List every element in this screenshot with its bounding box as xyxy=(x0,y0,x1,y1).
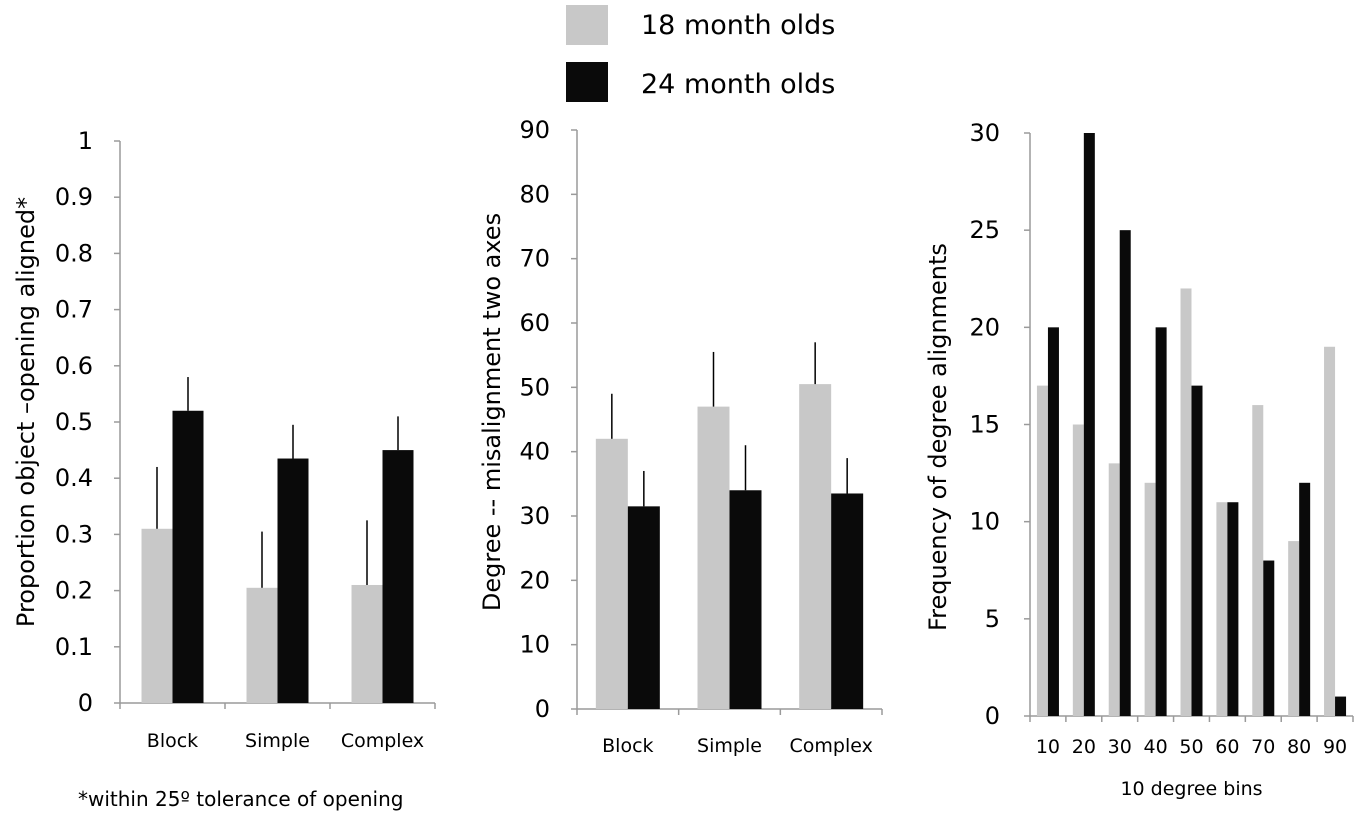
bar-18-months xyxy=(1144,482,1156,716)
x-tick-label: 60 xyxy=(1215,736,1239,758)
y-tick-label: 80 xyxy=(519,180,550,208)
y-axis-label: Frequency of degree alignments xyxy=(924,243,952,631)
x-tick-label: Complex xyxy=(341,730,424,752)
x-tick-label: Block xyxy=(602,735,653,757)
y-tick-label: 25 xyxy=(969,216,1000,244)
bar-24-months xyxy=(1299,482,1311,716)
bar-18-months xyxy=(1216,502,1228,716)
bar-18-months xyxy=(697,406,730,709)
bar-18-months xyxy=(351,584,383,703)
x-tick-label: 80 xyxy=(1287,736,1311,758)
bar-24-months xyxy=(277,458,309,703)
legend: 18 month olds 24 month olds xyxy=(566,5,835,102)
y-tick-label: 0.1 xyxy=(55,633,93,661)
x-tick-label: 70 xyxy=(1251,736,1275,758)
footnote: *within 25º tolerance of opening xyxy=(78,787,403,811)
y-tick-label: 5 xyxy=(985,605,1000,633)
legend-label-24-months: 24 month olds xyxy=(641,69,835,100)
charts-layer: 0 0.1 0.2 0.3 0.4 0.5 0.6 0.7 0.8 0.9 1 Proportion … xyxy=(12,116,1354,811)
y-tick-label: 10 xyxy=(969,508,1000,536)
y-tick-label: 0.3 xyxy=(55,520,93,548)
bar-18-months xyxy=(1180,288,1192,716)
y-tick-label: 1 xyxy=(78,127,93,155)
bar-24-months xyxy=(1191,385,1203,716)
bar-18-months xyxy=(1036,385,1048,716)
y-tick-label: 0.7 xyxy=(55,296,93,324)
y-tick-label: 50 xyxy=(519,373,550,401)
y-tick-label: 0 xyxy=(78,689,93,717)
y-tick-label: 0.9 xyxy=(55,183,93,211)
bar-18-months xyxy=(246,587,278,703)
bar-24-months xyxy=(627,506,660,709)
bar-24-months xyxy=(1083,133,1095,716)
y-tick-label: 90 xyxy=(519,116,550,144)
y-tick-label: 10 xyxy=(519,631,550,659)
x-tick-label: Simple xyxy=(245,730,310,752)
chart-1: 0 0.1 0.2 0.3 0.4 0.5 0.6 0.7 0.8 0.9 1 Proportion … xyxy=(12,127,436,811)
y-tick-label: 70 xyxy=(519,245,550,273)
y-tick-label: 30 xyxy=(519,502,550,530)
x-tick-label: 90 xyxy=(1323,736,1347,758)
x-axis-label: 10 degree bins xyxy=(1120,778,1262,800)
bar-18-months xyxy=(799,384,832,709)
y-axis-label: Degree -- misalignment two axes xyxy=(478,213,506,611)
y-tick-label: 0.8 xyxy=(55,239,93,267)
bar-18-months xyxy=(595,438,628,709)
x-tick-label: 40 xyxy=(1144,736,1168,758)
bar-24-months xyxy=(729,490,762,709)
bar-24-months xyxy=(1119,230,1131,716)
bar-24-months xyxy=(1227,502,1239,716)
x-tick-label: Complex xyxy=(789,735,872,757)
y-tick-label: 0 xyxy=(535,695,550,723)
bar-24-months xyxy=(831,493,864,709)
y-axis-label: Proportion object –opening aligned* xyxy=(12,197,40,627)
x-tick-label: 30 xyxy=(1108,736,1132,758)
bar-24-months xyxy=(1047,327,1059,716)
bar-24-months xyxy=(1263,560,1275,716)
bar-18-months xyxy=(141,528,173,703)
bar-24-months xyxy=(1155,327,1167,716)
bar-24-months xyxy=(382,450,414,703)
y-tick-label: 0 xyxy=(985,702,1000,730)
bar-18-months xyxy=(1108,463,1120,716)
bar-18-months xyxy=(1072,424,1084,716)
y-tick-label: 15 xyxy=(969,411,1000,439)
y-tick-label: 40 xyxy=(519,438,550,466)
bar-24-months xyxy=(172,410,204,703)
y-tick-label: 30 xyxy=(969,119,1000,147)
y-tick-label: 20 xyxy=(969,313,1000,341)
y-tick-label: 60 xyxy=(519,309,550,337)
bar-18-months xyxy=(1288,541,1300,716)
bar-18-months xyxy=(1324,346,1336,716)
x-tick-label: Block xyxy=(147,730,198,752)
x-tick-label: 10 xyxy=(1036,736,1060,758)
x-tick-label: Simple xyxy=(697,735,762,757)
y-tick-label: 0.6 xyxy=(55,352,93,380)
x-tick-label: 50 xyxy=(1179,736,1203,758)
y-tick-label: 0.5 xyxy=(55,408,93,436)
y-tick-label: 0.2 xyxy=(55,577,93,605)
bar-18-months xyxy=(1252,405,1264,716)
y-tick-label: 20 xyxy=(519,566,550,594)
chart-3: 0 5 10 15 20 25 30 Frequency of degree alignmen… xyxy=(924,119,1354,800)
legend-swatch-18-months xyxy=(566,5,608,45)
y-tick-label: 0.4 xyxy=(55,464,93,492)
x-tick-label: 20 xyxy=(1072,736,1096,758)
legend-label-18-months: 18 month olds xyxy=(641,10,835,41)
bar-24-months xyxy=(1335,696,1347,716)
legend-swatch-24-months xyxy=(566,62,608,102)
chart-2: 0 10 20 30 40 50 60 70 80 90 Degree -- misalignmen… xyxy=(478,116,883,757)
